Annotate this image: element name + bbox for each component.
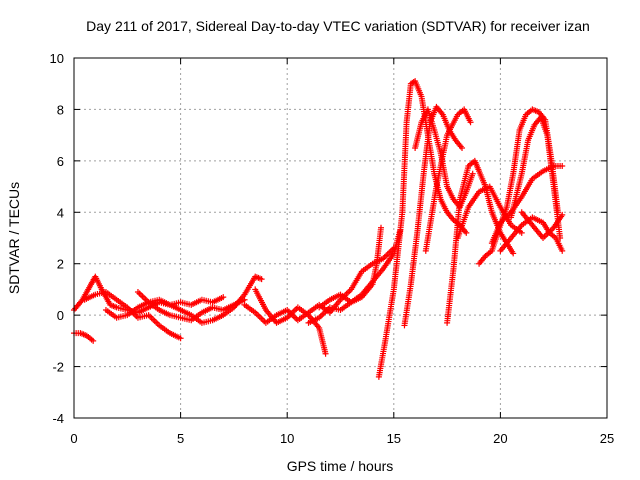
data-point xyxy=(378,224,385,231)
data-point xyxy=(559,247,566,254)
x-tick-label: 10 xyxy=(280,431,294,446)
x-tick-label: 0 xyxy=(70,431,77,446)
x-tick-label: 5 xyxy=(177,431,184,446)
y-tick-label: -4 xyxy=(52,411,64,426)
data-point xyxy=(467,119,474,126)
series-sat-b xyxy=(71,330,97,344)
data-point xyxy=(559,211,566,218)
y-tick-label: 2 xyxy=(57,257,64,272)
series-sat-e xyxy=(134,289,248,324)
series-sat-r xyxy=(508,114,564,241)
data-point xyxy=(90,337,97,344)
data-point xyxy=(177,335,184,342)
y-tick-label: -2 xyxy=(52,360,64,375)
data-points xyxy=(71,78,566,380)
data-point xyxy=(322,350,329,357)
data-point xyxy=(518,229,525,236)
y-tick-label: 6 xyxy=(57,154,64,169)
y-tick-label: 8 xyxy=(57,102,64,117)
series-sat-c xyxy=(81,289,184,342)
chart-title: Day 211 of 2017, Sidereal Day-to-day VTE… xyxy=(86,18,590,34)
data-point xyxy=(459,145,466,151)
data-point xyxy=(559,163,566,169)
x-axis-label: GPS time / hours xyxy=(287,458,394,474)
data-point xyxy=(510,250,517,257)
series-sat-t xyxy=(518,209,566,241)
series-sat-m xyxy=(422,106,474,254)
data-point xyxy=(258,276,265,283)
series-sat-f xyxy=(252,286,329,357)
grid xyxy=(74,58,607,418)
y-tick-label: 4 xyxy=(57,205,64,220)
data-point xyxy=(241,296,248,303)
y-axis-label: SDTVAR / TECUs xyxy=(6,182,22,294)
x-tick-label: 15 xyxy=(387,431,401,446)
data-point xyxy=(463,229,470,236)
plot-frame xyxy=(73,57,608,419)
axis-ticks: 0 5 10 15 20 25 -4 -2 0 2 4 6 8 10 xyxy=(50,51,615,446)
y-tick-label: 0 xyxy=(57,308,64,323)
series-sat-l xyxy=(412,106,476,211)
series-sat-g xyxy=(241,245,397,326)
x-tick-label: 20 xyxy=(493,431,507,446)
y-tick-label: 10 xyxy=(50,51,64,66)
data-point xyxy=(469,170,476,177)
x-tick-label: 25 xyxy=(600,431,614,446)
data-point xyxy=(220,294,227,301)
series-sat-j xyxy=(375,78,470,380)
series-sat-i xyxy=(316,224,385,311)
